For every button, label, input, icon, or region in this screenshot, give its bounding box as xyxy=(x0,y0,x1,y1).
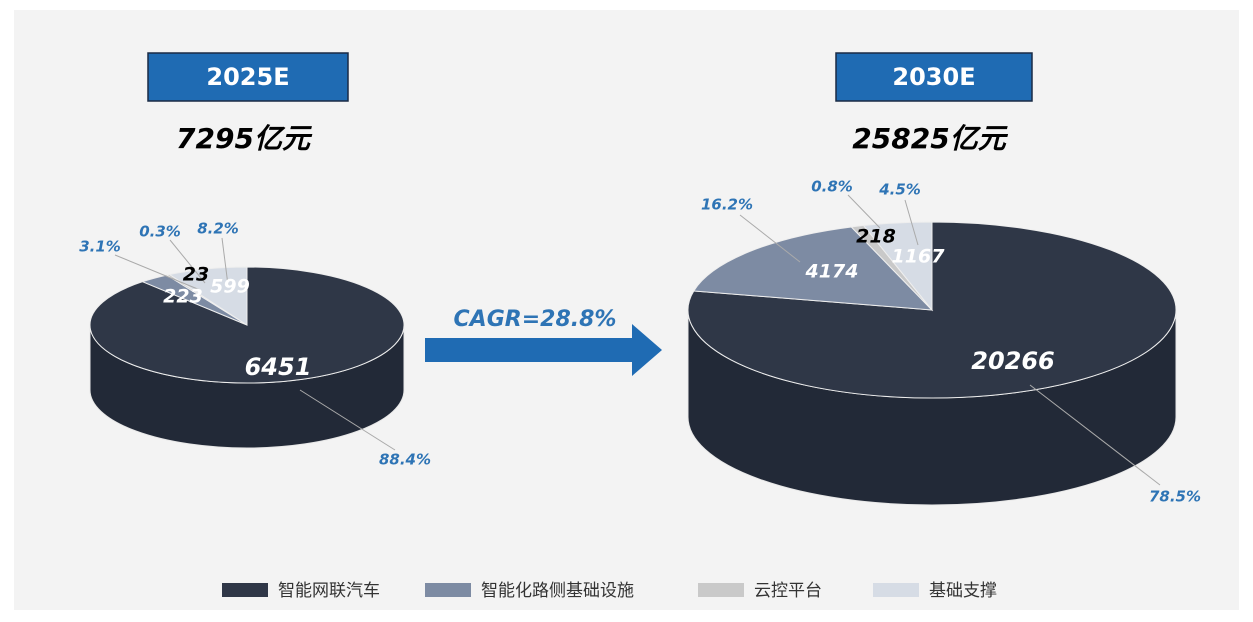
legend-label: 云控平台 xyxy=(754,581,822,601)
percent-label: 0.8% xyxy=(811,178,853,196)
title-box xyxy=(147,52,349,102)
chart-title: 2030E xyxy=(892,63,975,91)
leader-line xyxy=(169,239,206,284)
percent-label: 4.5% xyxy=(878,181,921,199)
title-box xyxy=(835,52,1033,102)
chart-subtitle: 25825亿元 xyxy=(852,122,1008,155)
value-label: 20266 xyxy=(971,347,1055,375)
value-label: 23 xyxy=(183,264,209,286)
leader-line xyxy=(1029,384,1161,486)
percent-label: 8.2% xyxy=(197,220,239,238)
percent-label: 0.3% xyxy=(139,223,181,241)
value-label: 6451 xyxy=(245,353,312,381)
percent-label: 88.4% xyxy=(379,451,431,469)
pie-slice xyxy=(687,221,1177,399)
annotation: CAGR=28.8% xyxy=(454,307,617,332)
value-label: 1167 xyxy=(892,246,946,268)
percent-label: 16.2% xyxy=(701,196,753,214)
percent-label: 3.1% xyxy=(79,238,121,256)
leader-line xyxy=(299,389,396,451)
chart-title: 2025E xyxy=(206,63,289,91)
arrow xyxy=(425,324,662,376)
leader-line xyxy=(847,194,881,229)
legend-label: 智能网联汽车 xyxy=(278,581,380,601)
legend-swatch xyxy=(222,583,268,597)
legend-label: 基础支撑 xyxy=(929,581,997,601)
percent-label: 78.5% xyxy=(1149,488,1201,506)
legend-label: 智能化路侧基础设施 xyxy=(481,581,634,601)
legend-swatch xyxy=(698,583,744,597)
leader-line xyxy=(114,254,201,291)
pie-slice xyxy=(862,221,933,312)
value-label: 218 xyxy=(856,226,896,248)
value-label: 599 xyxy=(210,276,250,298)
leader-line xyxy=(739,214,801,263)
value-label: 223 xyxy=(163,286,203,308)
legend-swatch xyxy=(873,583,919,597)
legend-swatch xyxy=(425,583,471,597)
pie-slice xyxy=(692,226,934,311)
chart-subtitle: 7295亿元 xyxy=(176,122,313,155)
leader-line xyxy=(904,199,919,246)
leader-line xyxy=(221,237,229,286)
value-label: 4174 xyxy=(805,261,859,283)
